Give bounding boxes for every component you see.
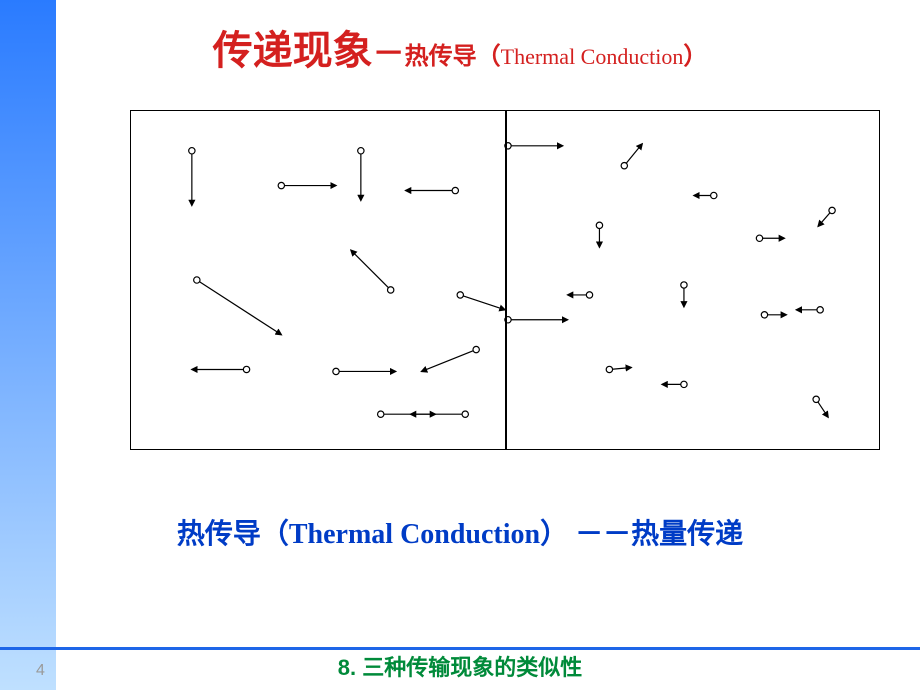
slide-title: 传递现象－热传导（Thermal Conduction）	[0, 18, 920, 76]
caption-en: Thermal Conduction	[289, 519, 540, 550]
title-main-cn: 传递现象	[213, 28, 373, 73]
caption-line: 热传导（Thermal Conduction） －－热量传递	[0, 512, 920, 552]
caption-paren-close: ）	[540, 519, 568, 550]
diagram-center-divider	[505, 111, 507, 449]
page-number: 4	[36, 662, 45, 680]
footer-section-title: 8. 三种传输现象的类似性	[0, 650, 920, 682]
caption-paren-open: （	[261, 519, 289, 550]
title-dash: －	[373, 35, 405, 71]
caption-cn-2: 热量传递	[631, 519, 743, 550]
title-sub-cn: 热传导	[405, 44, 477, 70]
side-gradient-bar	[0, 0, 56, 690]
caption-dash: －－	[568, 519, 631, 550]
caption-cn-1: 热传导	[177, 519, 261, 550]
title-sub-en: Thermal Conduction	[501, 44, 684, 69]
particle-diagram	[130, 110, 880, 450]
title-paren-close: ）	[683, 44, 707, 70]
title-paren-open: （	[477, 44, 501, 70]
